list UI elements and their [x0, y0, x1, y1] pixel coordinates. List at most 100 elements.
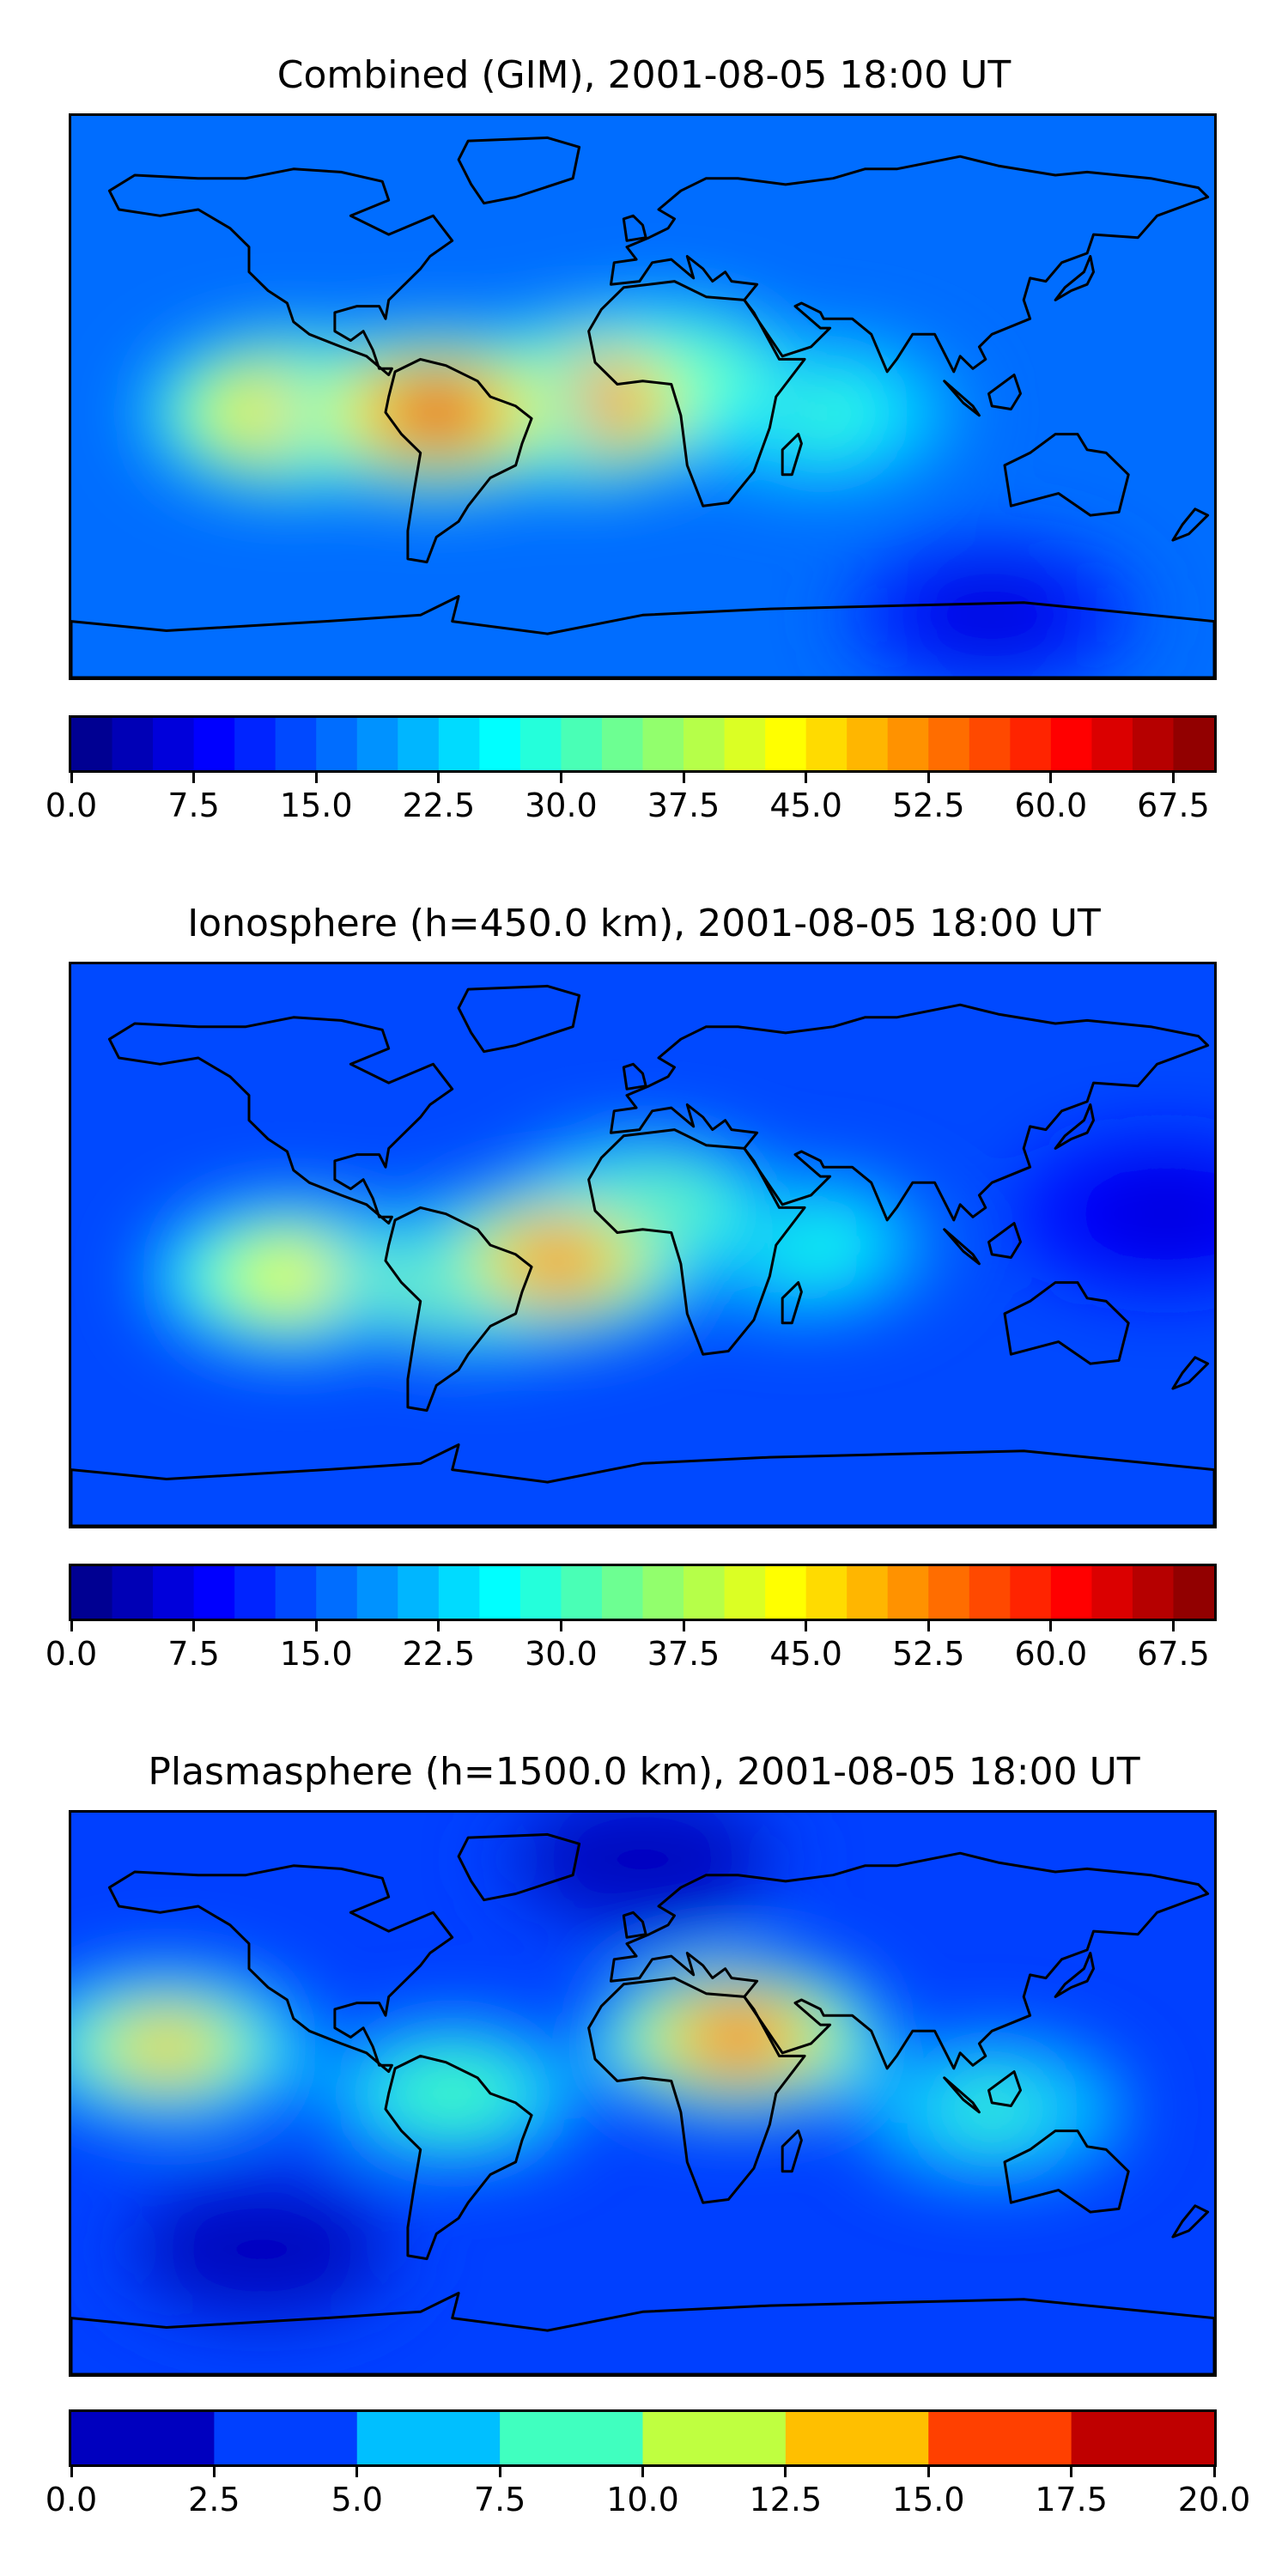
- coastline-eurasia: [610, 1003, 1210, 1222]
- colorbar-segment: [1010, 718, 1052, 770]
- coastline-africa: [587, 280, 806, 507]
- tec-contour-high-north: [598, 1832, 688, 1886]
- coastline-japan: [1054, 1103, 1095, 1150]
- colorbar-segment: [398, 1566, 440, 1619]
- coastline-japan: [1054, 1952, 1095, 1998]
- coastline-antarctica: [71, 1443, 1214, 1526]
- colorbar-segment: [71, 2412, 215, 2464]
- coastline-africa: [587, 1128, 806, 1356]
- colorbar-segment: [683, 1566, 726, 1619]
- tec-contour-west-pacific-low: [1121, 1187, 1212, 1241]
- colorbar-ionosphere: [69, 1564, 1217, 1621]
- colorbar-segment: [153, 1566, 195, 1619]
- colorbar-tick: [1070, 2467, 1073, 2477]
- colorbar-segment: [887, 718, 929, 770]
- colorbar-tick-label: 22.5: [402, 787, 476, 824]
- colorbar-segment: [1091, 1566, 1133, 1619]
- colorbar-segment: [398, 718, 440, 770]
- colorbar-segment: [193, 1566, 235, 1619]
- colorbar-tick: [1171, 773, 1175, 783]
- colorbar-segment: [356, 1566, 398, 1619]
- colorbar-tick-label: 15.0: [279, 787, 353, 824]
- colorbar-segment: [683, 718, 726, 770]
- tec-contour-equatorial-band: [407, 2067, 498, 2120]
- colorbar-tick-label: 22.5: [402, 1635, 476, 1673]
- colorbar-tick-label: 2.5: [188, 2481, 240, 2518]
- colorbar-segment: [847, 718, 889, 770]
- colorbar-segment: [561, 718, 603, 770]
- coastline-sumatra: [943, 1228, 981, 1266]
- colorbar-tick-label: 45.0: [769, 1635, 842, 1673]
- coastline-sumatra: [943, 2076, 981, 2114]
- colorbar-tick: [212, 2467, 216, 2477]
- colorbar-tick-label: 67.5: [1137, 1635, 1210, 1673]
- coastline-madagascar: [781, 2129, 803, 2173]
- colorbar-segment: [214, 2412, 358, 2464]
- colorbar-tick: [927, 773, 930, 783]
- coastline-borneo: [987, 2070, 1022, 2107]
- colorbar-segment: [193, 718, 235, 770]
- coastline-madagascar: [781, 1281, 803, 1325]
- colorbar-segment: [356, 2412, 501, 2464]
- colorbar-tick-label: 30.0: [525, 1635, 598, 1673]
- colorbar-tick-label: 17.5: [1035, 2481, 1108, 2518]
- colorbar-tick: [192, 1621, 196, 1631]
- coastline-antarctica: [71, 595, 1214, 677]
- colorbar-tick: [927, 2467, 930, 2477]
- colorbar-segment: [356, 718, 398, 770]
- colorbar-tick: [1212, 2467, 1216, 2477]
- colorbar-tick-label: 67.5: [1137, 787, 1210, 824]
- colorbar-tick-label: 0.0: [45, 1635, 98, 1673]
- colorbar-tick-label: 60.0: [1014, 787, 1088, 824]
- coastline-greenland: [457, 1832, 581, 1902]
- map-combined: [69, 113, 1217, 680]
- colorbar-segment: [765, 718, 807, 770]
- colorbar-tick-label: 15.0: [891, 2481, 965, 2518]
- colorbar-segment: [724, 1566, 766, 1619]
- colorbar-segment: [519, 1566, 562, 1619]
- colorbar-tick: [70, 1621, 73, 1631]
- colorbar-tick: [927, 1621, 930, 1631]
- colorbar-tick: [314, 1621, 318, 1631]
- colorbar-segment: [785, 2412, 929, 2464]
- colorbar-tick: [805, 1621, 808, 1631]
- coastline-sumatra: [943, 380, 981, 417]
- colorbar-tick: [682, 1621, 685, 1631]
- colorbar-segment: [1050, 1566, 1092, 1619]
- coastline-africa: [587, 1977, 806, 2204]
- colorbar-tick: [70, 773, 73, 783]
- coastline-antarctica: [71, 2292, 1214, 2374]
- colorbar-segment: [847, 1566, 889, 1619]
- coastline-south-america: [384, 2054, 533, 2261]
- colorbar-tick-label: 0.0: [45, 787, 98, 824]
- colorbar-segment: [275, 718, 317, 770]
- colorbar-segment: [928, 718, 970, 770]
- colorbar-segment: [642, 2412, 787, 2464]
- colorbar-tick: [1049, 773, 1053, 783]
- chart-title-plasmasphere: Plasmasphere (h=1500.0 km), 2001-08-05 1…: [148, 1750, 1140, 1794]
- colorbar-tick-label: 45.0: [769, 787, 842, 824]
- coastline-greenland: [457, 984, 581, 1054]
- colorbar-segment: [275, 1566, 317, 1619]
- coastline-uk: [622, 214, 647, 242]
- colorbar-segment: [928, 1566, 970, 1619]
- colorbar-tick: [1049, 1621, 1053, 1631]
- colorbar-segment: [438, 1566, 480, 1619]
- colorbar-segment: [71, 718, 113, 770]
- colorbar-segment: [928, 2412, 1072, 2464]
- colorbar-tick-label: 60.0: [1014, 1635, 1088, 1673]
- coastline-new-zealand: [1171, 507, 1210, 542]
- colorbar-segment: [438, 718, 480, 770]
- colorbar-segment: [1173, 718, 1214, 770]
- tec-contour-east-pacific: [121, 2020, 212, 2074]
- colorbar-tick-label: 20.0: [1177, 2481, 1251, 2518]
- colorbar-segment: [1173, 1566, 1214, 1619]
- colorbar-tick-label: 7.5: [167, 1635, 220, 1673]
- coastline-australia: [1003, 2129, 1130, 2214]
- colorbar-tick: [192, 773, 196, 783]
- coastline-north-america: [107, 1864, 454, 2074]
- colorbar-segment: [479, 1566, 521, 1619]
- colorbar-segment: [1071, 2412, 1214, 2464]
- tec-contour-indonesia: [946, 2082, 1037, 2136]
- colorbar-segment: [112, 1566, 154, 1619]
